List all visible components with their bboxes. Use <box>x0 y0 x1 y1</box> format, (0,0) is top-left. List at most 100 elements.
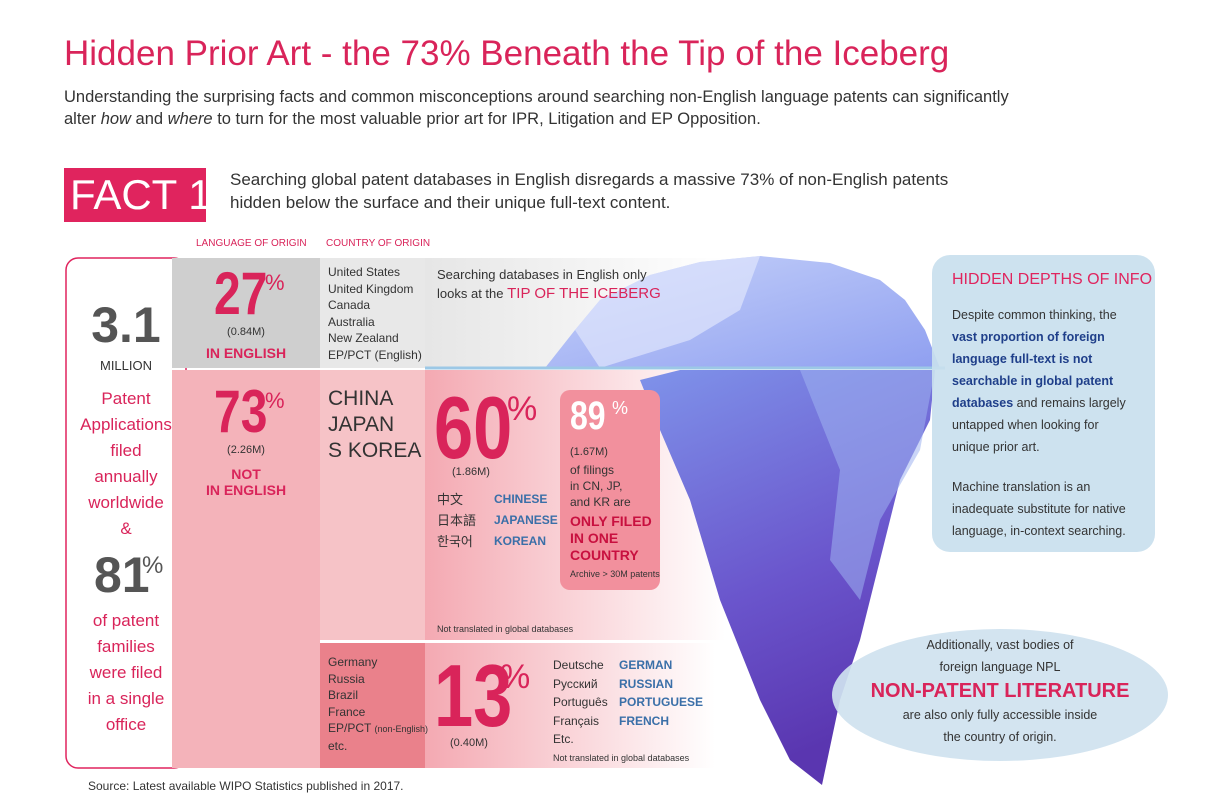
share: 81 <box>94 547 150 603</box>
english-count: (0.84M) <box>227 326 265 338</box>
native: Français <box>553 713 600 728</box>
country-note: (non-English) <box>374 724 428 734</box>
asia-note: Not translated in global databases <box>437 624 574 634</box>
single-unit: % <box>612 398 629 418</box>
line: and KR are <box>570 495 631 509</box>
line: IN ONE <box>570 530 619 546</box>
line: Machine translation is an <box>952 480 1091 494</box>
europe-area <box>425 643 715 768</box>
native: Etc. <box>553 732 574 746</box>
line: unique prior art. <box>952 440 1040 454</box>
line: and remains largely <box>1013 396 1126 410</box>
country: JAPAN <box>328 413 395 436</box>
single-count: (1.67M) <box>570 446 608 458</box>
tip-text: Searching databases in English only looks… <box>437 265 661 303</box>
line: office <box>105 715 147 734</box>
english-unit: % <box>265 270 285 295</box>
subtitle-emphasis: how <box>100 110 131 128</box>
total-unit: MILLION <box>99 358 152 373</box>
single-percent: 89 <box>570 394 606 438</box>
country: Australia <box>328 314 375 329</box>
fact-line: Searching global patent databases in Eng… <box>230 170 949 189</box>
europe-countries <box>320 643 425 768</box>
line: Despite common thinking, the <box>952 308 1117 322</box>
native: 日本語 <box>437 513 477 528</box>
language: CHINESE <box>494 492 548 506</box>
english-percent: 27 <box>214 260 268 327</box>
column-header: LANGUAGE OF ORIGIN <box>196 238 307 249</box>
hidden-paragraph: Despite common thinking, the vast propor… <box>952 304 1126 542</box>
line: inadequate substitute for native <box>952 502 1126 516</box>
non-english-cell <box>172 370 320 768</box>
line: Patent <box>101 389 151 408</box>
language: RUSSIAN <box>619 676 674 691</box>
country: United Kingdom <box>328 281 414 296</box>
line: IN ENGLISH <box>205 482 287 498</box>
native: Русский <box>553 676 598 691</box>
non-english-percent: 73 <box>214 378 268 445</box>
non-english-unit: % <box>265 388 285 413</box>
asia-countries: CHINA JAPAN S KOREA <box>328 386 421 464</box>
line: worldwide <box>88 493 164 512</box>
line: language, in-context searching. <box>952 524 1126 538</box>
line: annually <box>94 467 158 486</box>
country: New Zealand <box>328 331 399 345</box>
line: in CN, JP, <box>570 479 623 493</box>
fact-line: hidden below the surface and their uniqu… <box>230 193 671 212</box>
asia-english: CHINESE JAPANESE KOREAN <box>494 489 558 552</box>
language: JAPANESE <box>494 513 558 527</box>
country: United States <box>328 265 401 279</box>
iceberg-facet <box>800 370 935 600</box>
line: foreign language NPL <box>939 660 1061 674</box>
hidden-title: HIDDEN DEPTHS OF INFO <box>952 271 1153 288</box>
country: Russia <box>328 671 365 686</box>
country: Canada <box>328 298 371 312</box>
country: etc. <box>328 738 348 753</box>
europe-countries: Germany Russia Brazil France EP/PCT (non-Eng… <box>328 654 428 754</box>
hidden-depths-box <box>932 255 1155 552</box>
line: looks at the <box>437 286 508 301</box>
europe-english: GERMAN RUSSIAN PORTUGUESE FRENCH <box>619 656 703 730</box>
native: 中文 <box>437 492 464 507</box>
country: EP/PCT (English) <box>328 347 422 362</box>
english-cell <box>172 258 320 368</box>
share-text: of patent families were filed in a single of… <box>66 608 186 738</box>
npl-text: Additionally, vast bodies of foreign lang… <box>832 634 1168 748</box>
line: untapped when looking for <box>952 418 1099 432</box>
subtitle-text: to turn for the most valuable prior art … <box>212 110 761 128</box>
line: families <box>97 637 155 656</box>
subtitle-line: Understanding the surprising facts and c… <box>64 88 1009 106</box>
total: 3.1 <box>91 297 161 353</box>
line: Applications <box>80 415 172 434</box>
asia-unit: % <box>507 390 538 428</box>
single-text: of filings in CN, JP, and KR are <box>570 462 631 510</box>
asia-countries <box>320 370 425 640</box>
language: GERMAN <box>619 658 673 672</box>
bold-line: vast proportion of foreign <box>952 330 1105 344</box>
column-header: COUNTRY OF ORIGIN <box>326 238 431 249</box>
line: COUNTRY <box>570 547 639 563</box>
fact-label: FACT 1: <box>70 171 224 218</box>
bold-line: searchable in global patent <box>952 374 1114 388</box>
line: filed <box>110 441 142 460</box>
title: Hidden Prior Art - the 73% Beneath the T… <box>64 34 950 73</box>
language: FRENCH <box>619 713 669 728</box>
subtitle: Understanding the surprising facts and c… <box>64 86 1009 130</box>
bold-line: databases <box>952 396 1014 410</box>
bold-line: language full-text is not <box>952 352 1093 366</box>
europe-percent: 13 <box>434 646 513 745</box>
non-english-count: (2.26M) <box>227 444 265 456</box>
subtitle-text: and <box>130 110 168 128</box>
single-note: Archive > 30M patents <box>570 569 660 579</box>
europe-count: (0.40M) <box>450 737 488 749</box>
subtitle-emphasis: where <box>167 110 213 128</box>
tip-highlight: TIP OF THE ICEBERG <box>507 285 661 302</box>
line: ONLY FILED <box>570 513 652 529</box>
country: France <box>328 704 366 719</box>
english-countries <box>320 258 425 368</box>
language: KOREAN <box>494 534 547 548</box>
country: S KOREA <box>328 439 422 462</box>
english-countries: United States United Kingdom Canada Austral… <box>328 264 422 363</box>
